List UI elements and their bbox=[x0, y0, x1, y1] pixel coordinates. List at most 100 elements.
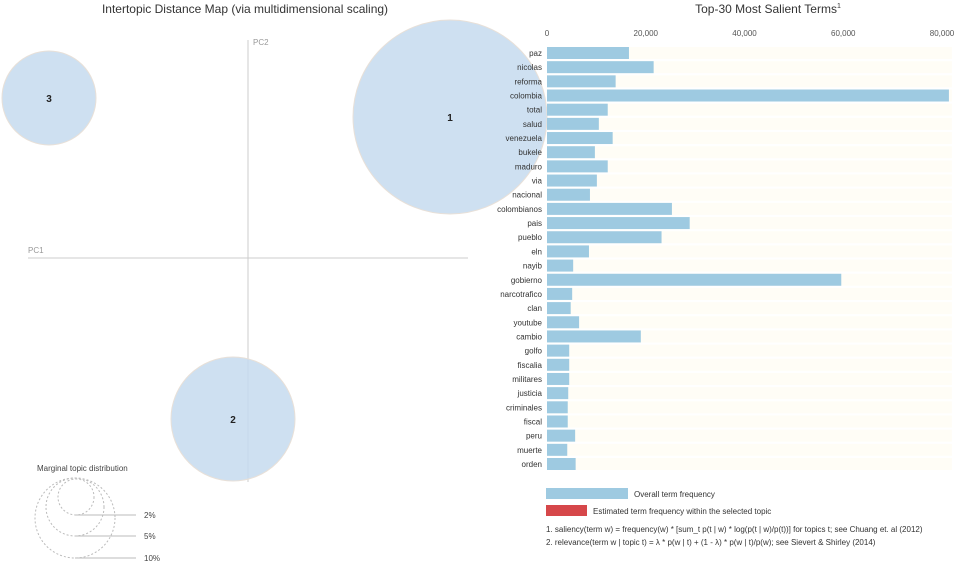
bar-fiscal[interactable] bbox=[547, 415, 568, 428]
bar-row-background bbox=[547, 287, 952, 300]
term-label-eln[interactable]: eln bbox=[531, 247, 542, 256]
bar-pueblo[interactable] bbox=[547, 231, 662, 244]
bar-muerte[interactable] bbox=[547, 443, 568, 456]
term-label-criminales[interactable]: criminales bbox=[506, 403, 542, 412]
bar-colombianos[interactable] bbox=[547, 202, 672, 215]
term-label-golfo[interactable]: golfo bbox=[525, 347, 543, 356]
topic-label-1: 1 bbox=[447, 113, 453, 124]
bar-row-background bbox=[547, 103, 952, 116]
x-tick-label: 80,000 bbox=[930, 29, 955, 38]
size-legend-title: Marginal topic distribution bbox=[37, 464, 128, 473]
topic-circle-2[interactable] bbox=[170, 356, 296, 482]
bar-pais[interactable] bbox=[547, 217, 690, 230]
x-tick-label: 20,000 bbox=[634, 29, 659, 38]
bar-legend: Overall term frequency Estimated term fr… bbox=[546, 488, 923, 547]
term-label-colombianos[interactable]: colombianos bbox=[497, 205, 542, 214]
legend-swatch-topic bbox=[546, 505, 587, 516]
term-label-nacional[interactable]: nacional bbox=[512, 191, 542, 200]
bar-row-background bbox=[547, 401, 952, 414]
topic-bubble-1[interactable]: 1 bbox=[352, 19, 548, 215]
bar-narcotrafico[interactable] bbox=[547, 287, 573, 300]
bar-row-background bbox=[547, 415, 952, 428]
bar-title-footnote-mark: 1 bbox=[837, 3, 841, 10]
term-label-paz[interactable]: paz bbox=[529, 49, 542, 58]
term-label-total[interactable]: total bbox=[527, 106, 542, 115]
size-legend-circle-5pct bbox=[45, 477, 105, 537]
term-label-bukele[interactable]: bukele bbox=[518, 148, 542, 157]
term-label-venezuela[interactable]: venezuela bbox=[506, 134, 543, 143]
bar-venezuela[interactable] bbox=[547, 132, 613, 145]
bar-fiscalia[interactable] bbox=[547, 358, 570, 371]
term-label-narcotrafico[interactable]: narcotrafico bbox=[500, 290, 542, 299]
bar-row-background bbox=[547, 344, 952, 357]
legend-swatch-overall bbox=[546, 488, 628, 499]
bar-gobierno[interactable] bbox=[547, 273, 842, 286]
salient-terms-chart: Top-30 Most Salient Terms1 0 20,000 40,000… bbox=[497, 2, 955, 547]
bar-nayib[interactable] bbox=[547, 259, 574, 272]
bar-paz[interactable] bbox=[547, 47, 629, 59]
bar-clan[interactable] bbox=[547, 302, 571, 315]
size-legend-circle-10pct bbox=[34, 477, 116, 559]
term-label-justicia[interactable]: justicia bbox=[517, 389, 543, 398]
size-legend-label-5pct: 5% bbox=[144, 532, 156, 541]
bar-row-background bbox=[547, 358, 952, 371]
term-label-salud[interactable]: salud bbox=[523, 120, 542, 129]
bar-reforma[interactable] bbox=[547, 75, 616, 88]
topic-circle-3[interactable] bbox=[1, 50, 97, 146]
bar-criminales[interactable] bbox=[547, 401, 568, 414]
bar-peru[interactable] bbox=[547, 429, 576, 442]
bar-militares[interactable] bbox=[547, 372, 570, 385]
bar-row-background bbox=[547, 245, 952, 258]
term-label-orden[interactable]: orden bbox=[522, 460, 542, 469]
bar-row-background bbox=[547, 61, 952, 74]
term-label-reforma[interactable]: reforma bbox=[514, 77, 542, 86]
bar-golfo[interactable] bbox=[547, 344, 570, 357]
bar-bukele[interactable] bbox=[547, 146, 595, 159]
term-label-nayib[interactable]: nayib bbox=[523, 262, 543, 271]
term-label-gobierno[interactable]: gobierno bbox=[511, 276, 543, 285]
term-labels: paz nicolas reforma colombia total salud venez… bbox=[497, 49, 542, 469]
term-label-nicolas[interactable]: nicolas bbox=[517, 63, 542, 72]
bar-total[interactable] bbox=[547, 103, 608, 116]
bar-cambio[interactable] bbox=[547, 330, 641, 343]
bar-row-background bbox=[547, 458, 952, 470]
term-label-pueblo[interactable]: pueblo bbox=[518, 233, 543, 242]
bar-row-background bbox=[547, 132, 952, 145]
bar-salud[interactable] bbox=[547, 117, 599, 130]
bars bbox=[547, 47, 952, 470]
bar-row-background bbox=[547, 146, 952, 159]
term-label-colombia[interactable]: colombia bbox=[510, 92, 543, 101]
term-label-maduro[interactable]: maduro bbox=[515, 162, 543, 171]
bar-row-background bbox=[547, 429, 952, 442]
bar-colombia[interactable] bbox=[547, 89, 949, 102]
x-axis-ticks: 0 20,000 40,000 60,000 80,000 bbox=[545, 29, 955, 38]
term-label-clan[interactable]: clan bbox=[527, 304, 542, 313]
size-legend-label-2pct: 2% bbox=[144, 511, 156, 520]
bar-justicia[interactable] bbox=[547, 387, 569, 400]
topic-circle-1[interactable] bbox=[352, 19, 548, 215]
bar-via[interactable] bbox=[547, 174, 597, 187]
bar-row-background bbox=[547, 75, 952, 88]
term-label-muerte[interactable]: muerte bbox=[517, 446, 542, 455]
bar-row-background bbox=[547, 443, 952, 456]
term-label-fiscalia[interactable]: fiscalia bbox=[518, 361, 543, 370]
x-tick-label: 0 bbox=[545, 29, 550, 38]
bar-nacional[interactable] bbox=[547, 188, 590, 201]
term-label-fiscal[interactable]: fiscal bbox=[524, 417, 542, 426]
topic-bubble-2[interactable]: 2 bbox=[170, 356, 296, 482]
term-label-via[interactable]: via bbox=[532, 177, 543, 186]
bar-maduro[interactable] bbox=[547, 160, 608, 173]
bar-youtube[interactable] bbox=[547, 316, 580, 329]
term-label-pais[interactable]: pais bbox=[527, 219, 542, 228]
bar-row-background bbox=[547, 316, 952, 329]
x-tick-label: 40,000 bbox=[732, 29, 757, 38]
term-label-cambio[interactable]: cambio bbox=[516, 332, 542, 341]
bar-orden[interactable] bbox=[547, 458, 576, 470]
bar-nicolas[interactable] bbox=[547, 61, 654, 74]
term-label-youtube[interactable]: youtube bbox=[514, 318, 543, 327]
bar-title: Top-30 Most Salient Terms1 bbox=[695, 2, 841, 16]
term-label-peru[interactable]: peru bbox=[526, 432, 542, 441]
topic-bubble-3[interactable]: 3 bbox=[1, 50, 97, 146]
bar-eln[interactable] bbox=[547, 245, 589, 258]
term-label-militares[interactable]: militares bbox=[512, 375, 542, 384]
